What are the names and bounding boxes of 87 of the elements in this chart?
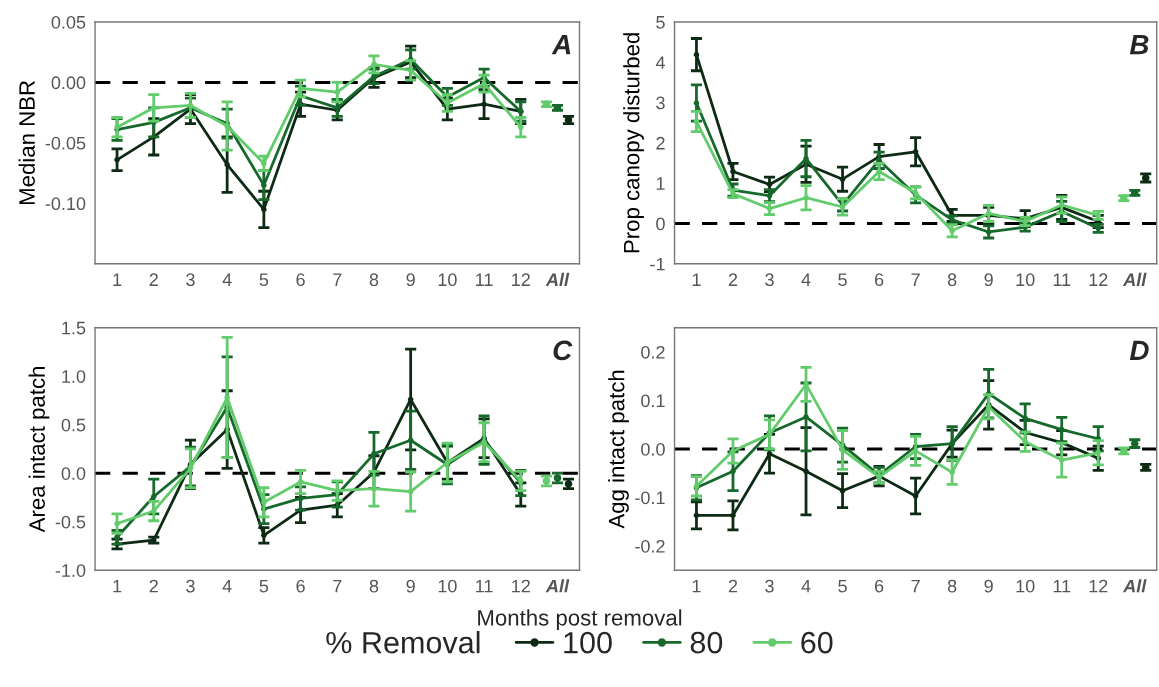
x-tick-label: 1 bbox=[113, 579, 122, 593]
y-axis-title: Prop canopy disturbed bbox=[623, 33, 644, 253]
y-tick-label: 0.2 bbox=[641, 345, 665, 359]
x-tick-label: 5 bbox=[259, 273, 269, 287]
y-tick-label: 3 bbox=[656, 96, 665, 110]
x-tick-label: 10 bbox=[438, 273, 457, 287]
x-tick-label: 5 bbox=[838, 579, 847, 593]
x-tick-label: 5 bbox=[259, 579, 269, 593]
x-tick-label: All bbox=[1122, 272, 1147, 286]
legend-label: 100 bbox=[564, 631, 612, 654]
annotation: C bbox=[553, 340, 573, 361]
y-tick-label: -0.2 bbox=[635, 539, 665, 553]
y-tick-label: 0.00 bbox=[51, 76, 86, 90]
y-tick-label: 0 bbox=[656, 217, 665, 231]
x-tick-label: 6 bbox=[296, 273, 305, 287]
x-tick-label: 10 bbox=[1016, 579, 1035, 593]
y-tick-label: 0.05 bbox=[51, 15, 86, 29]
x-tick-label: 9 bbox=[406, 273, 415, 287]
legend-label: 60 bbox=[801, 631, 833, 654]
y-tick-label: 1.5 bbox=[62, 321, 86, 335]
y-tick-label: 2 bbox=[656, 136, 665, 150]
x-tick-label: 1 bbox=[692, 273, 701, 286]
x-tick-label: 5 bbox=[838, 273, 847, 287]
x-tick-label: 9 bbox=[984, 579, 993, 593]
y-tick-label: 0.0 bbox=[641, 442, 665, 456]
annotation: A bbox=[551, 35, 571, 55]
x-tick-label: 2 bbox=[728, 273, 738, 286]
x-tick-label: 4 bbox=[801, 273, 811, 286]
x-tick-label: 7 bbox=[911, 273, 920, 286]
y-tick-label: 1.0 bbox=[62, 370, 86, 383]
y-tick-label: -0.5 bbox=[55, 515, 86, 529]
x-tick-label: 4 bbox=[801, 579, 811, 593]
x-tick-label: 1 bbox=[692, 579, 701, 593]
x-tick-label: 6 bbox=[296, 579, 305, 593]
x-tick-label: 3 bbox=[186, 273, 195, 287]
x-tick-label: 8 bbox=[947, 579, 957, 593]
y-tick-label: 5 bbox=[656, 16, 665, 29]
x-tick-label: 4 bbox=[222, 273, 232, 286]
x-tick-label: 3 bbox=[765, 579, 774, 593]
x-tick-label: 6 bbox=[874, 273, 884, 287]
x-tick-label: 6 bbox=[874, 579, 884, 593]
x-tick-label: 8 bbox=[369, 579, 379, 593]
x-tick-label: 12 bbox=[1089, 273, 1108, 286]
y-tick-label: 4 bbox=[655, 56, 665, 69]
y-tick-label: 0.0 bbox=[61, 467, 86, 480]
x-tick-label: 8 bbox=[369, 273, 379, 287]
legend-title: % Removal bbox=[326, 631, 480, 654]
x-tick-label: 7 bbox=[333, 273, 342, 286]
y-tick-label: 0.5 bbox=[61, 418, 86, 432]
x-tick-label: 2 bbox=[149, 579, 158, 593]
y-axis-title: Agg intact patch bbox=[608, 370, 629, 529]
x-tick-label: 12 bbox=[512, 273, 530, 286]
x-axis-title: Months post removal bbox=[478, 609, 682, 631]
x-tick-label: 9 bbox=[406, 579, 415, 593]
y-axis-title: Median NBR bbox=[18, 80, 35, 205]
y-tick-label: -0.10 bbox=[45, 197, 86, 211]
x-tick-label: 10 bbox=[438, 579, 457, 593]
x-tick-label: All bbox=[545, 579, 570, 593]
x-tick-label: 2 bbox=[149, 273, 158, 286]
x-tick-label: All bbox=[545, 272, 570, 286]
y-tick-label: -0.05 bbox=[45, 136, 86, 150]
y-tick-label: 0.1 bbox=[641, 394, 665, 408]
x-tick-label: 7 bbox=[911, 579, 920, 593]
y-tick-label: -1.0 bbox=[55, 564, 86, 577]
x-tick-label: 9 bbox=[984, 273, 993, 287]
y-tick-label: -1 bbox=[650, 257, 665, 271]
x-tick-label: 7 bbox=[333, 579, 342, 593]
x-tick-label: 3 bbox=[186, 579, 195, 593]
x-tick-label: 4 bbox=[222, 579, 232, 593]
x-tick-label: 10 bbox=[1016, 273, 1035, 287]
x-tick-label: 11 bbox=[476, 579, 493, 593]
x-tick-label: 11 bbox=[1053, 579, 1071, 593]
x-tick-label: 8 bbox=[947, 273, 957, 287]
y-tick-label: -0.1 bbox=[635, 491, 665, 505]
annotation: B bbox=[1129, 35, 1149, 55]
x-tick-label: 11 bbox=[476, 273, 493, 286]
x-tick-label: 12 bbox=[1089, 579, 1108, 593]
legend-label: 80 bbox=[690, 631, 723, 654]
x-tick-label: 3 bbox=[765, 273, 774, 287]
x-tick-label: All bbox=[1122, 579, 1147, 593]
x-tick-label: 1 bbox=[113, 273, 122, 286]
y-axis-title: Area intact patch bbox=[28, 367, 50, 533]
x-tick-label: 11 bbox=[1053, 273, 1071, 286]
x-tick-label: 12 bbox=[512, 579, 530, 593]
x-tick-label: 2 bbox=[728, 579, 738, 593]
y-tick-label: 1 bbox=[656, 177, 665, 190]
annotation: D bbox=[1129, 340, 1149, 360]
